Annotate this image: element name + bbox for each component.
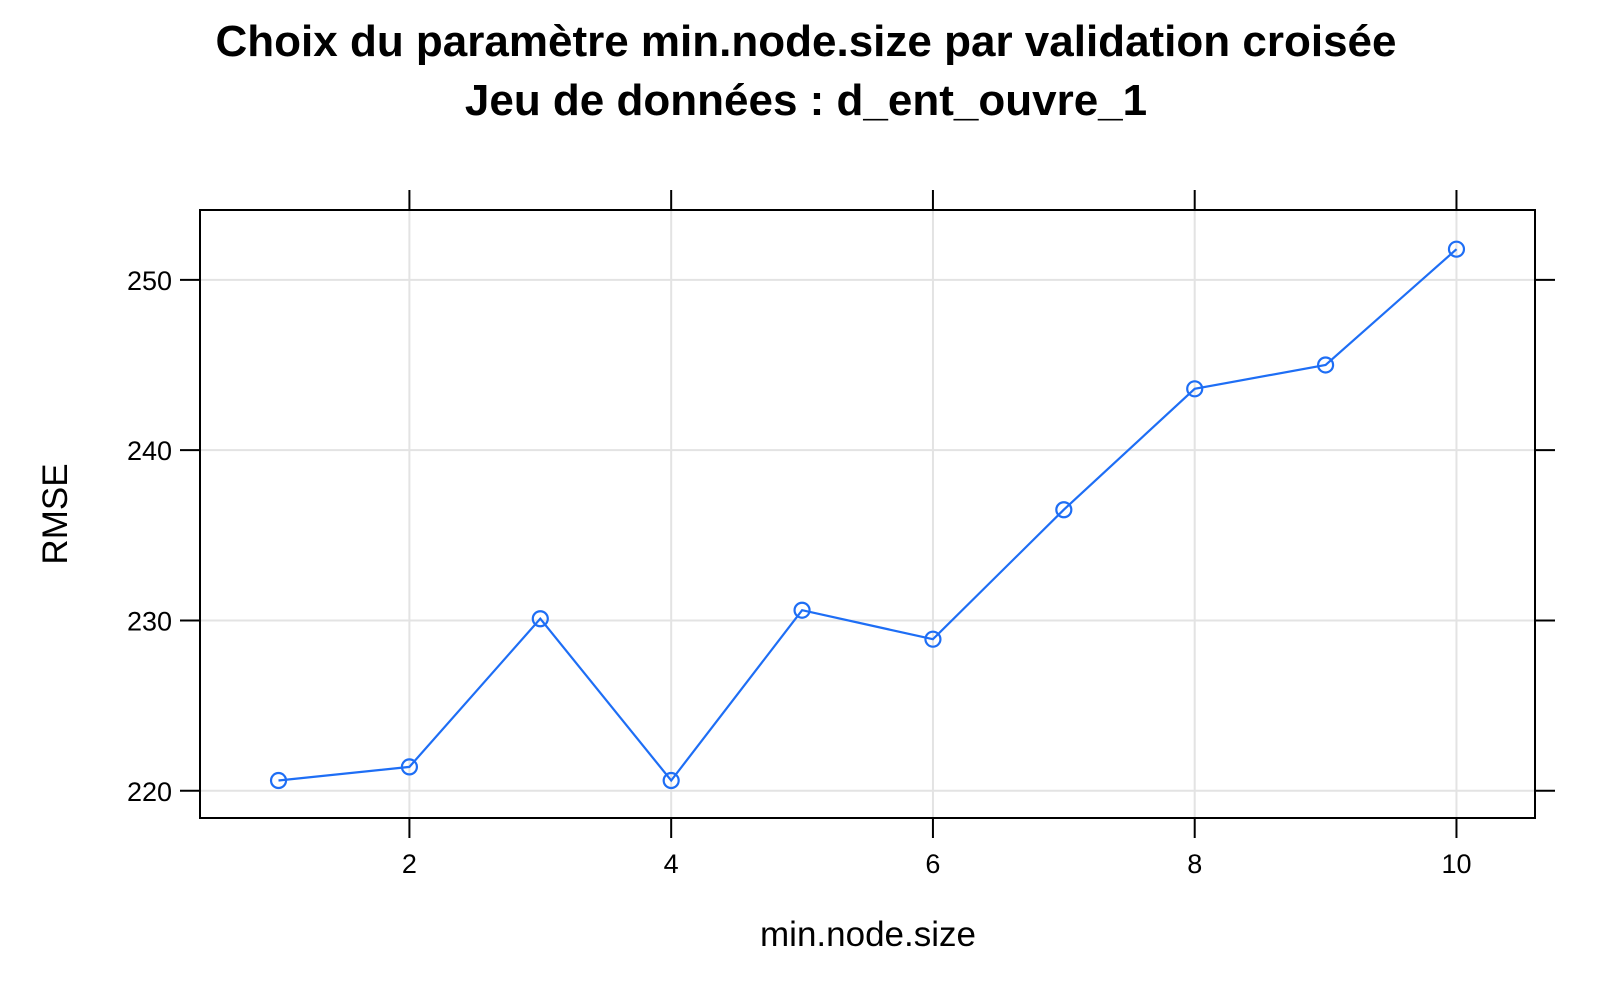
data-point [1055,501,1073,519]
y-tick-label: 240 [127,436,172,466]
grid [200,210,1535,818]
data-point [400,758,419,776]
y-tick-label: 250 [127,266,172,296]
data-point [1316,356,1335,374]
series-line [278,248,1458,783]
data-point [924,630,942,648]
y-tick-label: 220 [127,777,172,807]
x-tick-label: 8 [1187,849,1202,879]
x-tick-label: 4 [664,849,679,879]
x-tick-label: 2 [402,849,417,879]
axes: 2 4 6 8 10 220 230 240 250 [127,190,1555,879]
x-tick-label: 10 [1441,849,1471,879]
data-point [531,610,549,628]
data-point [1186,380,1204,398]
x-axis-label: min.node.size [760,915,976,954]
chart-title: Choix du paramètre min.node.size par val… [216,17,1397,66]
data-point [269,771,288,790]
chart-subtitle: Jeu de données : d_ent_ouvre_1 [465,76,1147,125]
series-layer [269,240,1466,790]
data-point [662,771,680,790]
x-tick-label: 6 [925,849,940,879]
y-tick-label: 230 [127,606,172,636]
plot-frame [199,209,1536,819]
data-point [1447,240,1466,258]
data-point [793,601,811,619]
y-axis-label: RMSE [36,463,75,564]
